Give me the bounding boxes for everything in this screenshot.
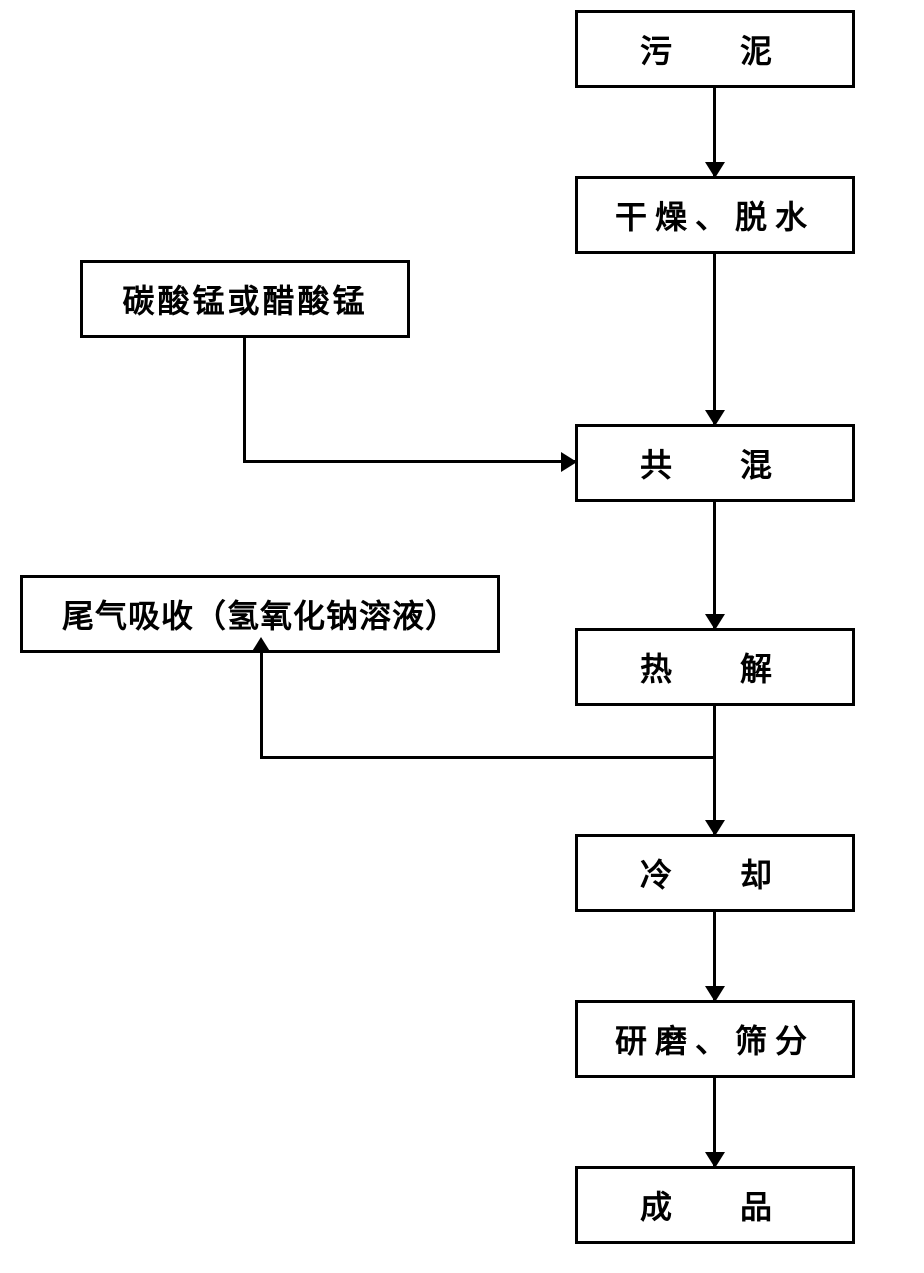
node-sludge: 污 泥	[575, 10, 855, 88]
node-label: 尾气吸收（氢氧化钠溶液）	[62, 591, 458, 637]
node-product: 成 品	[575, 1166, 855, 1244]
arrow-1-2	[713, 88, 716, 176]
node-label: 冷 却	[640, 850, 790, 896]
elbow-s2-hline	[260, 756, 715, 759]
node-label: 研磨、筛分	[615, 1016, 815, 1062]
elbow-s1-h	[243, 460, 575, 463]
arrow-4-5	[713, 706, 716, 834]
node-grinding: 研磨、筛分	[575, 1000, 855, 1078]
node-blending: 共 混	[575, 424, 855, 502]
node-manganese-additive: 碳酸锰或醋酸锰	[80, 260, 410, 338]
elbow-s2-arrowhead-icon	[251, 637, 271, 653]
arrow-6-7	[713, 1078, 716, 1166]
node-label: 热 解	[640, 644, 790, 690]
elbow-s2-vline	[260, 653, 263, 759]
node-label: 成 品	[640, 1182, 790, 1228]
node-label: 污 泥	[640, 26, 790, 72]
elbow-s1-v	[243, 338, 246, 462]
node-drying: 干燥、脱水	[575, 176, 855, 254]
node-pyrolysis: 热 解	[575, 628, 855, 706]
node-cooling: 冷 却	[575, 834, 855, 912]
arrow-2-3	[713, 254, 716, 424]
arrow-5-6	[713, 912, 716, 1000]
node-label: 共 混	[640, 440, 790, 486]
flowchart-container: 污 泥 干燥、脱水 共 混 热 解 冷 却 研磨、筛分 成 品 碳酸锰或醋酸锰 …	[0, 0, 924, 1273]
node-label: 干燥、脱水	[615, 192, 815, 238]
node-label: 碳酸锰或醋酸锰	[122, 276, 367, 322]
arrow-3-4	[713, 502, 716, 628]
